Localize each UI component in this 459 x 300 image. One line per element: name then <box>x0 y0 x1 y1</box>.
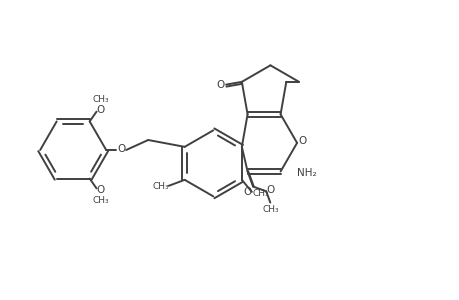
Text: CH₃: CH₃ <box>152 182 168 191</box>
Text: O: O <box>265 185 274 195</box>
Text: O: O <box>96 105 105 115</box>
Text: CH₃: CH₃ <box>262 205 278 214</box>
Text: NH₂: NH₂ <box>296 169 315 178</box>
Text: CH₃: CH₃ <box>252 189 269 198</box>
Text: O: O <box>242 187 251 196</box>
Text: O: O <box>297 136 306 146</box>
Text: O: O <box>215 80 224 90</box>
Text: O: O <box>117 144 125 154</box>
Text: O: O <box>96 185 105 195</box>
Text: CH₃: CH₃ <box>92 196 109 205</box>
Text: CH₃: CH₃ <box>92 95 109 104</box>
